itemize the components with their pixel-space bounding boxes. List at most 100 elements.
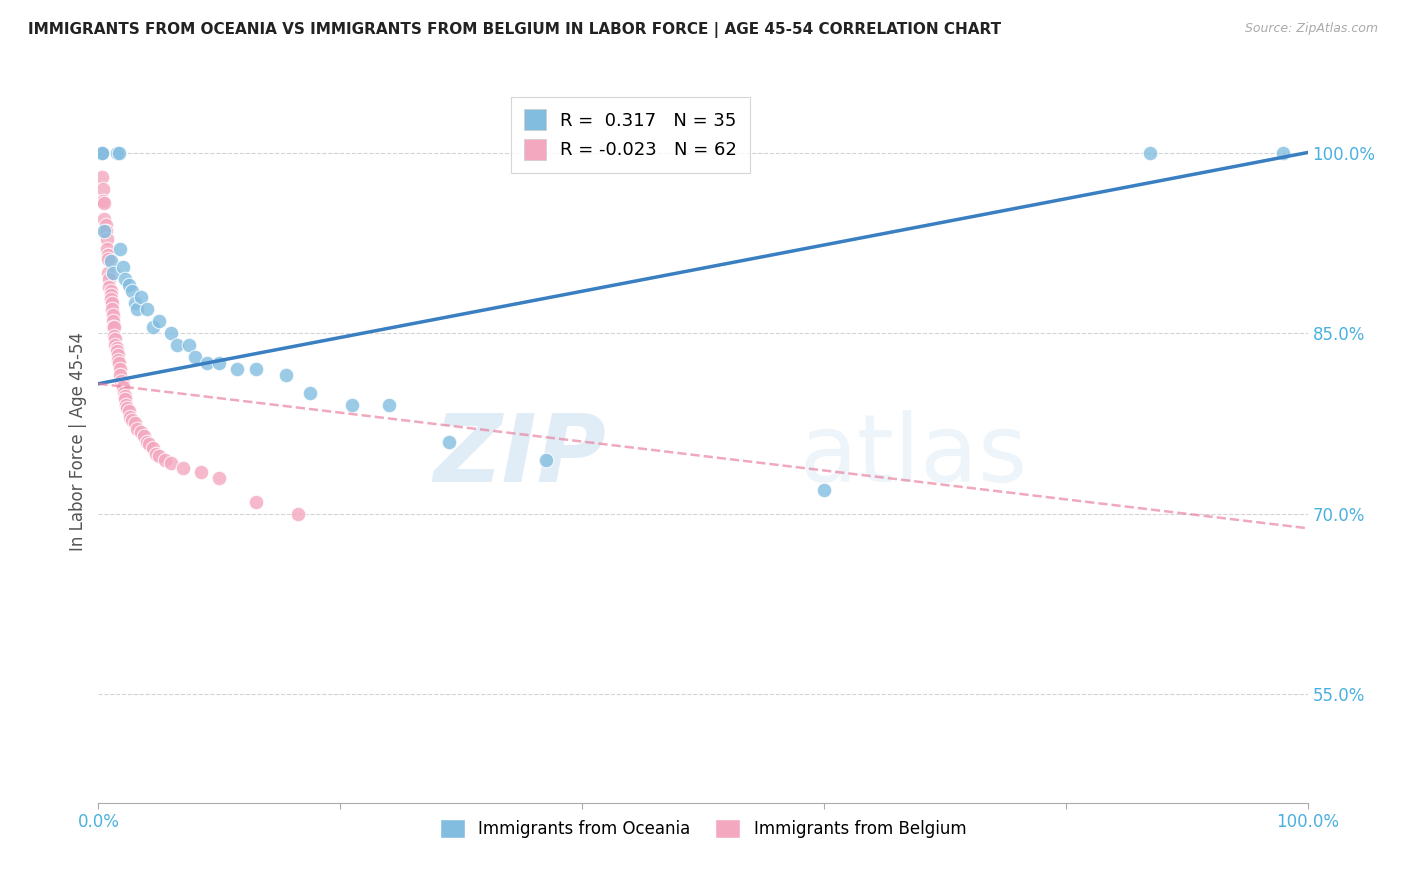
Point — [127, 301, 149, 317]
Point — [245, 494, 267, 508]
Point — [91, 181, 114, 195]
Point — [208, 356, 231, 370]
Point — [101, 320, 124, 334]
Text: ZIP: ZIP — [433, 410, 606, 502]
Point — [1139, 145, 1161, 160]
Point — [245, 362, 267, 376]
Point — [103, 320, 125, 334]
Point — [101, 308, 124, 322]
Point — [100, 253, 122, 268]
Point — [534, 452, 557, 467]
Point — [287, 507, 309, 521]
Point — [108, 356, 131, 370]
Point — [96, 242, 118, 256]
Legend: Immigrants from Oceania, Immigrants from Belgium: Immigrants from Oceania, Immigrants from… — [433, 813, 973, 845]
Point — [112, 386, 135, 401]
Point — [97, 248, 120, 262]
Point — [115, 398, 138, 412]
Point — [104, 338, 127, 352]
Text: atlas: atlas — [800, 410, 1028, 502]
Point — [94, 218, 117, 232]
Point — [111, 260, 134, 274]
Point — [91, 194, 114, 208]
Point — [299, 386, 322, 401]
Point — [108, 145, 131, 160]
Point — [100, 284, 122, 298]
Point — [96, 232, 118, 246]
Point — [97, 252, 120, 266]
Point — [160, 456, 183, 470]
Point — [100, 293, 122, 307]
Point — [153, 452, 176, 467]
Point — [105, 344, 128, 359]
Point — [101, 314, 124, 328]
Point — [114, 272, 136, 286]
Y-axis label: In Labor Force | Age 45-54: In Labor Force | Age 45-54 — [69, 332, 87, 551]
Point — [108, 242, 131, 256]
Point — [142, 320, 165, 334]
Point — [101, 266, 124, 280]
Point — [166, 338, 188, 352]
Point — [90, 145, 112, 160]
Point — [94, 224, 117, 238]
Point — [103, 328, 125, 343]
Point — [118, 404, 141, 418]
Text: Source: ZipAtlas.com: Source: ZipAtlas.com — [1244, 22, 1378, 36]
Point — [100, 287, 122, 301]
Point — [1272, 145, 1295, 160]
Point — [111, 376, 134, 391]
Point — [107, 352, 129, 367]
Point — [91, 145, 114, 160]
Point — [118, 410, 141, 425]
Point — [138, 437, 160, 451]
Point — [93, 196, 115, 211]
Point — [148, 314, 170, 328]
Point — [179, 338, 201, 352]
Point — [129, 290, 152, 304]
Point — [124, 296, 146, 310]
Point — [437, 434, 460, 449]
Point — [114, 389, 136, 403]
Point — [114, 392, 136, 407]
Point — [160, 326, 183, 341]
Text: IMMIGRANTS FROM OCEANIA VS IMMIGRANTS FROM BELGIUM IN LABOR FORCE | AGE 45-54 CO: IMMIGRANTS FROM OCEANIA VS IMMIGRANTS FR… — [28, 22, 1001, 38]
Point — [98, 272, 121, 286]
Point — [93, 224, 115, 238]
Point — [107, 348, 129, 362]
Point — [135, 434, 157, 449]
Point — [121, 413, 143, 427]
Point — [184, 351, 207, 365]
Point — [121, 284, 143, 298]
Point — [105, 145, 128, 160]
Point — [274, 368, 297, 383]
Point — [129, 425, 152, 439]
Point — [208, 471, 231, 485]
Point — [124, 417, 146, 431]
Point — [91, 145, 114, 160]
Point — [97, 266, 120, 280]
Point — [111, 380, 134, 394]
Point — [98, 280, 121, 294]
Point — [377, 398, 399, 412]
Point — [134, 428, 156, 442]
Point — [100, 301, 122, 317]
Point — [91, 169, 114, 184]
Point — [148, 449, 170, 463]
Point — [226, 362, 249, 376]
Point — [108, 368, 131, 383]
Point — [105, 341, 128, 355]
Point — [127, 423, 149, 437]
Point — [100, 296, 122, 310]
Point — [104, 332, 127, 346]
Point — [118, 277, 141, 292]
Point — [342, 398, 364, 412]
Point — [108, 362, 131, 376]
Point — [195, 356, 218, 370]
Point — [110, 374, 132, 388]
Point — [142, 441, 165, 455]
Point — [813, 483, 835, 497]
Point — [135, 301, 157, 317]
Point — [93, 211, 115, 226]
Point — [190, 465, 212, 479]
Point — [145, 446, 167, 460]
